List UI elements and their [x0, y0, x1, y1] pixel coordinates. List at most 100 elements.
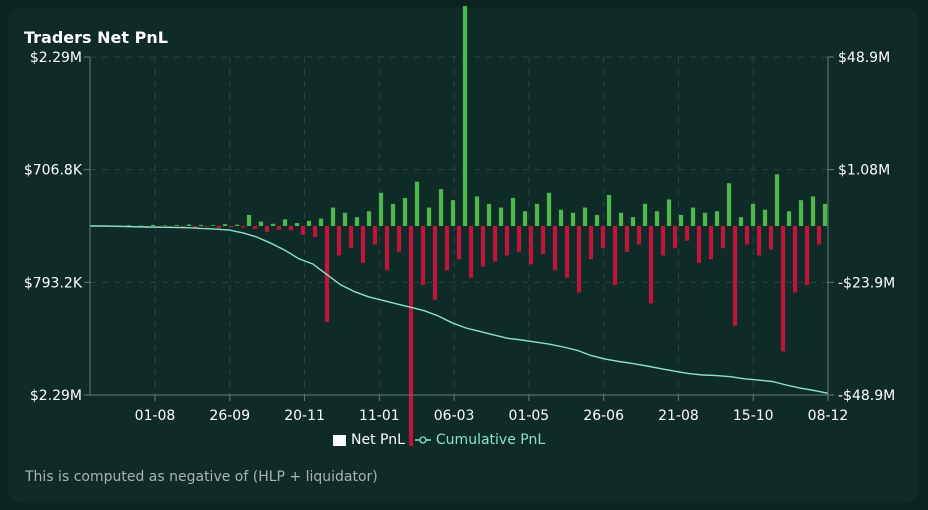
net-pnl-bar	[456, 226, 462, 260]
net-pnl-bar	[342, 212, 348, 226]
net-pnl-bar	[438, 189, 444, 226]
legend-item-net-pnl[interactable]: Net PnL	[333, 432, 405, 448]
left-axis-tick-label: $2.29M	[30, 50, 82, 66]
net-pnl-bar	[126, 225, 132, 226]
net-pnl-bar	[798, 200, 804, 226]
net-pnl-bar	[348, 226, 354, 249]
right-axis-tick-label: -$23.9M	[838, 275, 895, 291]
net-pnl-bar	[738, 217, 744, 226]
net-pnl-bar	[492, 226, 498, 262]
net-pnl-bar	[582, 207, 588, 226]
left-axis-tick-label: $2.29M	[30, 388, 82, 404]
net-pnl-bar	[720, 226, 726, 249]
net-pnl-bar	[594, 214, 600, 226]
net-pnl-bar	[414, 181, 420, 226]
net-pnl-bar	[666, 199, 672, 226]
x-axis-tick-label: 01-08	[135, 408, 176, 424]
net-pnl-bar	[384, 226, 390, 271]
legend-cum-label: Cumulative PnL	[435, 432, 546, 448]
x-axis-tick-label: 06-03	[434, 408, 475, 424]
net-pnl-bar	[612, 226, 618, 286]
net-pnl-bar	[774, 174, 780, 226]
net-pnl-bar	[756, 226, 762, 256]
net-pnl-bar	[780, 226, 786, 352]
net-pnl-bar	[816, 226, 822, 245]
x-axis-tick-label: 26-09	[209, 408, 250, 424]
net-pnl-bar	[306, 220, 312, 226]
net-pnl-bar	[792, 226, 798, 293]
right-axis-tick-label: -$48.9M	[838, 388, 895, 404]
net-pnl-bar	[408, 226, 414, 446]
net-pnl-bar	[486, 203, 492, 226]
net-pnl-bar	[180, 226, 186, 228]
net-pnl-bar	[222, 224, 228, 226]
net-pnl-bar	[714, 211, 720, 226]
bar-swatch-icon	[333, 434, 346, 446]
net-pnl-bar	[480, 226, 486, 267]
net-pnl-bar	[732, 226, 738, 326]
x-axis-tick-label: 21-08	[658, 408, 699, 424]
legend-net-label: Net PnL	[351, 432, 405, 448]
net-pnl-bar	[786, 211, 792, 226]
net-pnl-bar	[522, 211, 528, 226]
net-pnl-bar	[330, 207, 336, 226]
net-pnl-bar	[150, 224, 156, 226]
net-pnl-bar	[252, 226, 258, 229]
left-axis-tick-label: $706.8K	[24, 163, 83, 179]
net-pnl-bar	[450, 200, 456, 226]
net-pnl-bar	[498, 207, 504, 226]
net-pnl-bar	[552, 226, 558, 271]
net-pnl-bar	[420, 226, 426, 286]
axis-layer	[84, 56, 834, 401]
net-pnl-bar	[726, 183, 732, 226]
x-axis-tick-label: 20-11	[284, 408, 325, 424]
net-pnl-bar	[822, 203, 828, 226]
net-pnl-bar	[546, 192, 552, 226]
net-pnl-bar	[312, 226, 318, 238]
net-pnl-bar	[648, 226, 654, 304]
net-pnl-bar	[300, 226, 306, 235]
net-pnl-bar	[642, 203, 648, 226]
net-pnl-bar	[606, 195, 612, 226]
x-axis-tick-label: 01-05	[509, 408, 550, 424]
net-pnl-bar	[624, 226, 630, 252]
net-pnl-bar	[534, 203, 540, 226]
x-axis-tick-label: 11-01	[359, 408, 400, 424]
net-pnl-bar	[630, 217, 636, 226]
net-pnl-bar	[366, 211, 372, 226]
net-pnl-bar	[240, 226, 246, 228]
net-pnl-bar	[660, 226, 666, 256]
net-pnl-bar	[426, 207, 432, 226]
net-pnl-bar	[216, 226, 222, 229]
chart-title: Traders Net PnL	[24, 28, 168, 47]
net-pnl-bar	[138, 225, 144, 227]
net-pnl-bar	[318, 218, 324, 226]
net-pnl-bar	[282, 219, 288, 226]
net-pnl-bar	[576, 226, 582, 293]
net-pnl-bar	[192, 226, 198, 228]
net-pnl-bar	[210, 225, 216, 226]
net-pnl-bar	[702, 212, 708, 226]
right-axis-tick-label: $1.08M	[838, 163, 890, 179]
right-axis-tick-label: $48.9M	[838, 50, 890, 66]
net-pnl-bar	[564, 226, 570, 278]
net-pnl-bar	[198, 224, 204, 226]
net-pnl-bar	[636, 226, 642, 245]
left-axis-tick-label: $793.2K	[24, 275, 83, 291]
net-pnl-bar	[618, 212, 624, 226]
net-pnl-bar	[390, 203, 396, 226]
x-axis-tick-label: 26-06	[583, 408, 624, 424]
x-axis-tick-label: 08-12	[808, 408, 849, 424]
net-pnl-bar	[768, 226, 774, 250]
net-pnl-bar	[444, 226, 450, 271]
legend-item-cumulative-pnl[interactable]: Cumulative PnL	[414, 432, 546, 448]
cumulative-pnl-line	[90, 225, 829, 394]
net-pnl-bar	[810, 196, 816, 226]
bar-layer	[90, 6, 828, 446]
chart-footnote: This is computed as negative of (HLP + l…	[25, 469, 378, 485]
net-pnl-bar	[402, 197, 408, 226]
net-pnl-bar	[516, 226, 522, 252]
net-pnl-bar	[276, 226, 282, 230]
net-pnl-bar	[204, 226, 210, 227]
